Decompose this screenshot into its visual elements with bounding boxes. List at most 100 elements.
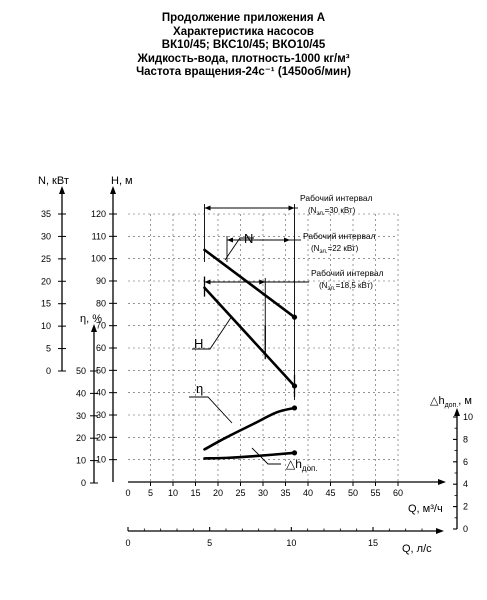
eta-tick-label: 0 xyxy=(81,478,86,488)
series-labels: N Hη △hдоп. xyxy=(189,231,318,473)
q-m3h-tick-label: 5 xyxy=(148,488,153,498)
q-m3h-tick-label: 40 xyxy=(303,488,313,498)
eta-tick-label: 30 xyxy=(76,411,86,421)
interval-label: Рабочий интервал xyxy=(311,268,384,278)
n-tick-label: 25 xyxy=(41,254,51,264)
header-line-3: ВК10/45; ВКС10/45; ВКО10/45 xyxy=(161,39,326,51)
q-m3h-axis-label: Q, м³/ч xyxy=(408,503,443,515)
q-m3h-tick-label: 15 xyxy=(190,488,200,498)
eta-tick-label: 40 xyxy=(76,388,86,398)
h-tick-label: 100 xyxy=(91,254,106,264)
h-tick-label: 20 xyxy=(96,432,106,442)
n-tick-label: 35 xyxy=(41,209,51,219)
interval-arrow-start xyxy=(204,279,211,285)
dh-tick-label: 0 xyxy=(463,524,468,534)
series-label-h: H xyxy=(194,336,203,351)
series-label-leader xyxy=(192,315,233,350)
dh-tick-label: 6 xyxy=(463,457,468,467)
eta-tick-label: 50 xyxy=(76,366,86,376)
series-eta-line xyxy=(203,406,296,451)
dh-axis-label: △hдоп., м xyxy=(430,395,472,409)
dh-tick-label: 10 xyxy=(463,412,473,422)
n-axis-label: N, кВт xyxy=(38,175,69,187)
h-tick-label: 30 xyxy=(96,410,106,420)
eta-tick-label: 20 xyxy=(76,433,86,443)
n-tick-label: 5 xyxy=(46,344,51,354)
interval-label: Рабочий интервал xyxy=(303,231,376,241)
h-tick-label: 70 xyxy=(96,321,106,331)
interval-arrow-start xyxy=(204,205,211,211)
n-tick-label: 0 xyxy=(46,366,51,376)
q-m3h-tick-label: 35 xyxy=(280,488,290,498)
interval-arrow-end xyxy=(259,279,266,285)
q-m3h-tick-label: 50 xyxy=(348,488,358,498)
eta-tick-label: 10 xyxy=(76,456,86,466)
h-tick-label: 10 xyxy=(96,455,106,465)
series-label-eta: η xyxy=(196,381,203,396)
grid xyxy=(128,213,399,482)
dh-tick-label: 2 xyxy=(463,502,468,512)
n-tick-label: 10 xyxy=(41,321,51,331)
h-tick-label: 120 xyxy=(91,209,106,219)
series-dh-endpoint xyxy=(291,450,298,456)
axes: 0 5 10 15 20 25 30 35 40 45 50 55 60Q, м³/ч0 5 10 15 Q, … xyxy=(38,175,473,555)
eta-axis-arrow xyxy=(91,324,97,332)
q-m3h-tick-label: 0 xyxy=(125,488,130,498)
series-label-leader xyxy=(224,237,254,261)
h-tick-label: 60 xyxy=(96,343,106,353)
header-line-4: Жидкость-вода, плотность-1000 кг/м³ xyxy=(137,52,350,65)
eta-axis-label: η, % xyxy=(80,313,102,325)
n-tick-label: 20 xyxy=(41,276,51,286)
series-label-leader xyxy=(189,396,233,424)
series-N-endpoint xyxy=(291,314,298,320)
q-m3h-tick-label: 55 xyxy=(370,488,380,498)
h-tick-label: 40 xyxy=(96,388,106,398)
series-dh-line xyxy=(203,451,296,460)
interval-motor-power: (Nэл.=22 кВт) xyxy=(311,244,359,255)
q-m3h-tick-label: 60 xyxy=(393,488,403,498)
h-tick-label: 110 xyxy=(92,231,106,241)
header-line-5: Частота вращения-24с⁻¹ (1450об/мин) xyxy=(136,66,351,78)
q-ls-tick-label: 0 xyxy=(125,538,130,548)
series-label-dh: △hдоп. xyxy=(286,457,318,473)
q-ls-tick-label: 5 xyxy=(207,538,212,548)
h-tick-label: 90 xyxy=(96,276,106,286)
h-tick-label: 80 xyxy=(96,298,106,308)
series xyxy=(203,248,298,460)
interval-motor-power: (Nэл.=30 кВт) xyxy=(308,206,356,217)
q-m3h-tick-label: 25 xyxy=(235,488,245,498)
q-ls-axis-arrow xyxy=(436,528,444,534)
dh-tick-label: 8 xyxy=(463,434,468,444)
q-m3h-tick-label: 45 xyxy=(325,488,335,498)
series-N-line xyxy=(203,248,296,319)
dh-tick-label: 4 xyxy=(463,479,468,489)
q-ls-axis-label: Q, л/с xyxy=(402,543,432,555)
n-axis-arrow xyxy=(59,186,65,194)
interval-arrow-end xyxy=(284,237,290,243)
interval-motor-power: (Nэл.=18,5 кВт) xyxy=(319,281,373,292)
header-line-2: Характеристика насосов xyxy=(173,25,314,38)
working-intervals: Рабочий интервал (Nэл.=30 кВт) Рабочий инт… xyxy=(204,193,384,400)
q-ls-tick-label: 15 xyxy=(368,538,378,548)
h-axis-arrow xyxy=(110,186,116,194)
h-axis-label: H, м xyxy=(111,175,133,187)
interval-arrow-end xyxy=(288,205,295,211)
series-label-leader xyxy=(251,447,281,465)
q-m3h-tick-label: 20 xyxy=(213,488,223,498)
dh-axis-arrow xyxy=(454,408,460,416)
h-tick-label: 50 xyxy=(96,365,106,375)
series-eta-endpoint xyxy=(291,405,298,411)
n-tick-label: 15 xyxy=(41,299,51,309)
series-label-n-power: N xyxy=(244,231,253,246)
chart-header: Продолжение приложения А Характеристика … xyxy=(0,12,487,80)
q-ls-tick-label: 10 xyxy=(286,538,296,548)
n-tick-label: 30 xyxy=(41,231,51,241)
interval-label: Рабочий интервал xyxy=(300,193,373,203)
interval-arrow-start xyxy=(227,237,233,243)
series-H-line xyxy=(203,286,296,388)
q-m3h-axis-arrow xyxy=(438,479,446,485)
q-m3h-tick-label: 30 xyxy=(258,488,268,498)
header-line-1: Продолжение приложения А xyxy=(161,12,326,24)
q-m3h-tick-label: 10 xyxy=(168,488,178,498)
